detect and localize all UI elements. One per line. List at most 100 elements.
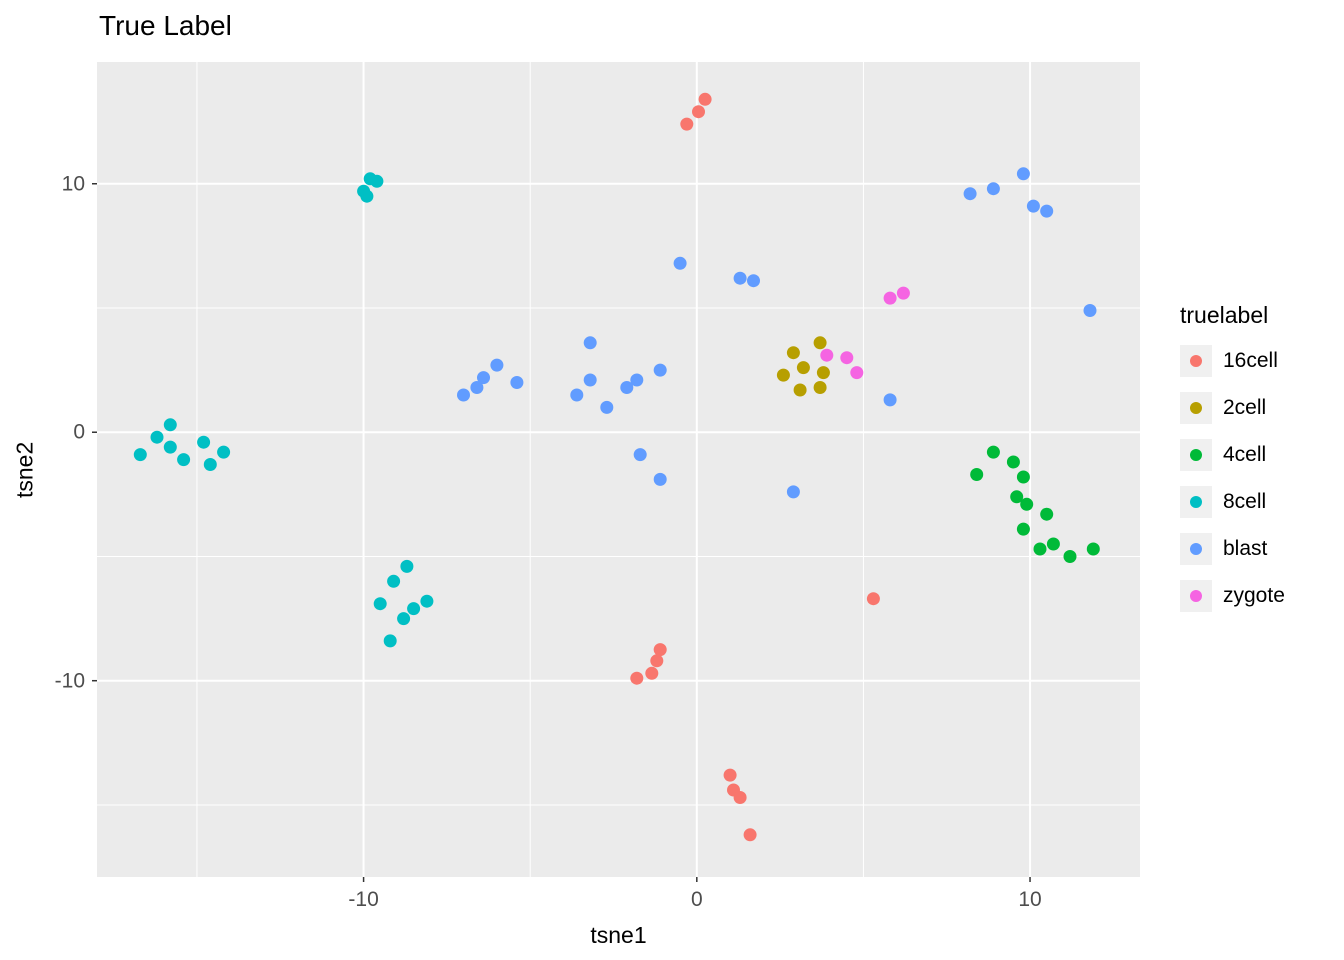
x-tick-label: -10: [348, 888, 379, 911]
point-8cell: [400, 559, 414, 573]
point-blast: [477, 371, 490, 385]
point-2cell: [793, 383, 807, 397]
point-8cell: [407, 602, 421, 616]
legend-key: [1180, 533, 1212, 565]
legend-dot-2cell: [1190, 402, 1202, 414]
point-4cell: [1063, 550, 1077, 563]
legend-item-blast: blast: [1180, 533, 1285, 565]
legend-label: blast: [1223, 537, 1268, 560]
legend-dot-8cell: [1190, 496, 1202, 508]
point-8cell: [373, 597, 387, 611]
point-zygote: [883, 291, 897, 305]
legend-key: [1180, 580, 1212, 612]
point-8cell: [383, 634, 397, 648]
point-8cell: [387, 574, 401, 588]
point-blast: [1016, 167, 1030, 181]
legend-item-16cell: 16cell: [1180, 345, 1285, 377]
point-8cell: [397, 612, 411, 626]
point-16cell: [698, 92, 712, 106]
point-16cell: [645, 666, 659, 680]
point-4cell: [1046, 537, 1060, 551]
point-zygote: [840, 351, 854, 365]
point-blast: [1040, 204, 1054, 218]
point-zygote: [820, 348, 834, 362]
point-blast: [510, 376, 524, 389]
legend-item-8cell: 8cell: [1180, 486, 1285, 518]
point-4cell: [986, 445, 1000, 459]
point-8cell: [370, 174, 384, 188]
legend-item-zygote: zygote: [1180, 580, 1285, 612]
legend-item-2cell: 2cell: [1180, 392, 1285, 424]
point-2cell: [813, 336, 827, 350]
point-blast: [470, 381, 484, 394]
point-2cell: [816, 366, 830, 380]
legend-key: [1180, 486, 1212, 518]
point-blast: [633, 448, 647, 462]
legend-key: [1180, 345, 1212, 377]
point-2cell: [813, 381, 827, 394]
legend-dot-16cell: [1190, 355, 1202, 367]
legend-label: 4cell: [1223, 443, 1267, 466]
point-8cell: [177, 453, 191, 467]
point-4cell: [1010, 490, 1024, 504]
point-2cell: [786, 346, 800, 360]
point-8cell: [217, 445, 231, 459]
point-16cell: [692, 105, 705, 119]
point-blast: [457, 388, 470, 402]
point-4cell: [1020, 497, 1034, 511]
point-blast: [600, 400, 614, 414]
x-axis-label: tsne1: [590, 922, 647, 948]
point-8cell: [163, 440, 177, 454]
legend-title: truelabel: [1180, 302, 1269, 328]
point-8cell: [163, 418, 177, 432]
point-16cell: [650, 654, 664, 668]
legend: truelabel 16cell 2cell 4cell 8cell blast zygo…: [1180, 302, 1285, 627]
legend-label: zygote: [1223, 584, 1285, 607]
point-blast: [963, 187, 977, 201]
point-16cell: [733, 791, 747, 804]
legend-label: 2cell: [1223, 396, 1267, 419]
legend-key: [1180, 439, 1212, 471]
point-zygote: [850, 366, 864, 380]
point-16cell: [653, 643, 667, 657]
x-tick-label: 0: [690, 888, 703, 911]
legend-label: 16cell: [1223, 349, 1278, 372]
point-16cell: [630, 671, 644, 685]
point-blast: [570, 388, 584, 402]
point-blast: [786, 485, 800, 499]
point-2cell: [776, 368, 790, 382]
point-4cell: [1016, 522, 1030, 536]
point-4cell: [1040, 507, 1054, 521]
point-8cell: [360, 189, 374, 203]
point-blast: [653, 363, 667, 377]
point-16cell: [680, 117, 694, 131]
point-blast: [653, 472, 667, 486]
point-blast: [1026, 199, 1040, 213]
point-16cell: [723, 768, 737, 782]
legend-dot-4cell: [1190, 449, 1202, 461]
point-blast: [583, 336, 597, 350]
point-blast: [986, 182, 1000, 196]
y-tick-label: -10: [54, 669, 85, 693]
point-blast: [733, 271, 747, 285]
y-tick-label: 0: [73, 420, 85, 444]
point-blast: [1083, 304, 1097, 317]
point-zygote: [896, 286, 910, 300]
x-tick-label: 10: [1018, 888, 1042, 911]
point-16cell: [743, 828, 757, 842]
legend-label: 8cell: [1223, 490, 1267, 513]
point-8cell: [203, 458, 217, 471]
legend-dot-blast: [1190, 543, 1202, 555]
point-16cell: [866, 592, 880, 606]
point-4cell: [1086, 542, 1100, 556]
legend-items: 16cell 2cell 4cell 8cell blast zygote: [1180, 345, 1285, 612]
point-blast: [747, 274, 760, 288]
point-8cell: [133, 448, 147, 462]
y-tick-label: 10: [61, 172, 85, 196]
legend-dot-zygote: [1190, 590, 1202, 602]
point-8cell: [420, 594, 434, 608]
point-blast: [583, 373, 597, 387]
legend-key: [1180, 392, 1212, 424]
point-8cell: [150, 430, 164, 444]
